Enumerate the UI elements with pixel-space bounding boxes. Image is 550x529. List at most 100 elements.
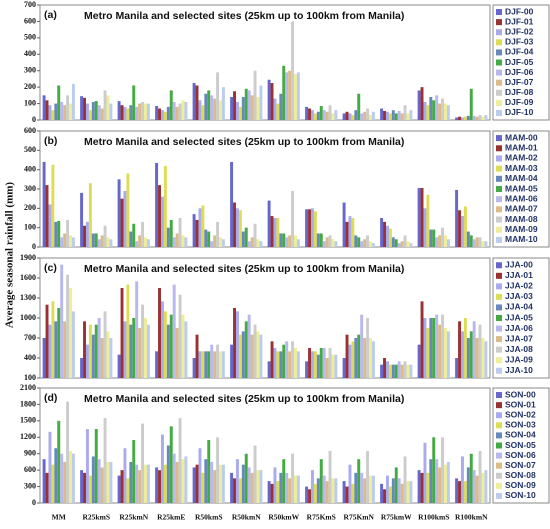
- bar: [484, 115, 488, 120]
- bar: [146, 464, 150, 503]
- bar: [366, 450, 370, 503]
- x-tick-label: R100kmN: [455, 513, 488, 522]
- bar: [432, 318, 436, 378]
- bar: [345, 334, 349, 378]
- bar: [383, 110, 386, 120]
- bar: [250, 95, 254, 120]
- bar: [380, 218, 384, 247]
- legend-label: MAM-03: [505, 163, 538, 173]
- bar: [458, 210, 461, 247]
- bar: [83, 472, 86, 503]
- legend-label: DJF-06: [505, 67, 534, 77]
- legend-swatch: [496, 304, 502, 311]
- bar: [132, 223, 136, 247]
- bar: [481, 472, 485, 503]
- bar: [241, 231, 245, 247]
- bar: [172, 101, 176, 120]
- y-tick-label: 1200: [20, 432, 36, 441]
- legend-label: MAM-08: [505, 214, 538, 224]
- bar: [446, 461, 450, 503]
- bar: [207, 90, 211, 120]
- bar: [204, 351, 208, 378]
- legend-swatch: [496, 29, 502, 36]
- bar: [383, 358, 386, 378]
- bar: [334, 354, 338, 378]
- legend-swatch: [496, 432, 502, 439]
- bar: [233, 91, 236, 120]
- bar: [394, 364, 398, 378]
- bar: [135, 241, 139, 247]
- bar: [322, 241, 326, 247]
- bar: [328, 348, 332, 378]
- bar: [204, 229, 208, 247]
- chart-title: Metro Manila and selected sites (25km up…: [84, 393, 404, 405]
- bar: [441, 98, 445, 120]
- bar: [69, 103, 72, 120]
- bar: [475, 116, 479, 120]
- bar: [48, 324, 52, 378]
- bar: [120, 198, 124, 247]
- bar: [51, 301, 55, 378]
- bar: [403, 235, 407, 247]
- bar: [417, 344, 421, 378]
- bar: [184, 321, 188, 378]
- bar: [417, 188, 421, 247]
- bar: [138, 235, 142, 247]
- bar: [438, 467, 442, 503]
- legend-swatch: [496, 155, 502, 162]
- bar: [195, 464, 199, 503]
- legend-label: DJF-09: [505, 97, 534, 107]
- legend-swatch: [496, 186, 502, 192]
- bar: [328, 105, 332, 120]
- bar: [219, 464, 222, 503]
- bar: [403, 105, 407, 120]
- bar: [313, 351, 317, 378]
- bar: [155, 351, 159, 378]
- bar: [51, 164, 55, 247]
- bar: [230, 161, 234, 247]
- bar: [160, 196, 164, 247]
- x-tick-label: R25kmE: [157, 513, 185, 522]
- bar: [316, 478, 320, 503]
- legend-label: DJF-04: [505, 47, 534, 57]
- bar: [484, 241, 488, 247]
- bar: [460, 117, 464, 120]
- bar: [435, 459, 439, 503]
- bar: [279, 93, 283, 120]
- bar: [250, 472, 254, 503]
- bar: [328, 450, 332, 503]
- bar: [441, 314, 445, 378]
- legend-swatch: [496, 336, 502, 343]
- bar: [198, 100, 202, 120]
- bar: [247, 314, 251, 378]
- bar: [120, 288, 124, 378]
- bar: [42, 338, 46, 378]
- bar: [244, 321, 248, 378]
- bar: [51, 464, 55, 503]
- bar: [334, 478, 338, 503]
- legend-label: JJA-02: [505, 281, 533, 291]
- bar: [420, 301, 424, 378]
- chart-title: Metro Manila and selected sites (25km up…: [84, 263, 404, 275]
- legend-swatch: [496, 392, 502, 399]
- bar: [198, 351, 202, 378]
- bar: [175, 233, 179, 247]
- bar: [360, 314, 364, 378]
- bar: [91, 101, 95, 120]
- bar: [334, 241, 338, 247]
- bar: [438, 235, 442, 247]
- legend-swatch: [496, 165, 502, 172]
- bar: [178, 218, 182, 247]
- y-tick-label: 300: [24, 184, 36, 193]
- bar: [463, 206, 467, 247]
- bar: [204, 459, 208, 503]
- bar: [195, 334, 199, 378]
- bar: [429, 318, 433, 378]
- bar: [155, 467, 159, 503]
- bar: [348, 216, 352, 247]
- bar: [129, 105, 133, 120]
- bar: [69, 450, 72, 503]
- legend-swatch: [496, 325, 502, 332]
- bar: [146, 103, 150, 120]
- legend-label: DJF-08: [505, 87, 534, 97]
